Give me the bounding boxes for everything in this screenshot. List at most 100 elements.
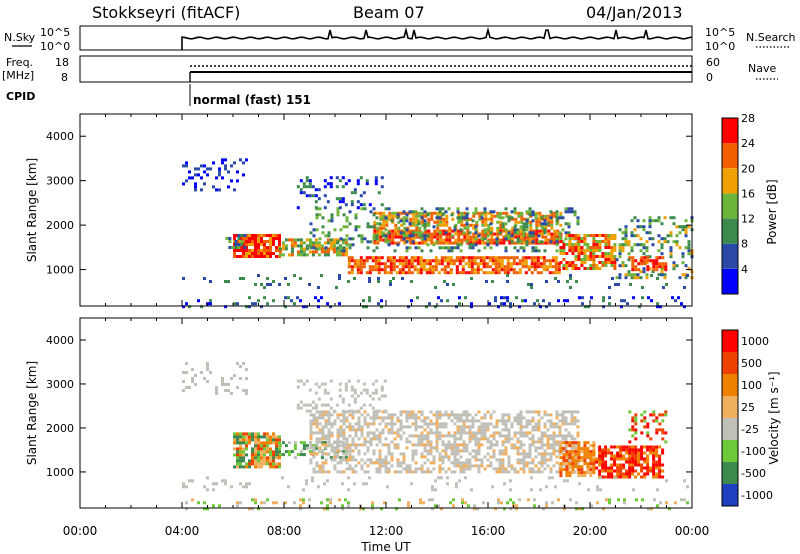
power-cell	[492, 210, 496, 214]
station-title: Stokkseyri (fitACF)	[92, 3, 240, 22]
power-cell	[669, 234, 673, 238]
velocity-cell	[426, 416, 430, 420]
power-cell	[248, 243, 251, 246]
power-cell	[520, 217, 524, 221]
power-cell	[531, 231, 535, 235]
velocity-cell	[580, 450, 584, 454]
power-cell	[389, 262, 393, 266]
velocity-cell	[534, 449, 538, 453]
power-cell	[461, 265, 465, 269]
velocity-cell	[308, 498, 311, 502]
power-cell	[531, 249, 535, 253]
power-cell	[440, 256, 444, 260]
velocity-cell	[601, 466, 605, 470]
velocity-cell	[321, 452, 325, 456]
velocity-cell	[284, 444, 288, 448]
velocity-cell	[628, 410, 632, 414]
velocity-cell	[405, 416, 409, 420]
power-cell	[524, 256, 528, 260]
velocity-cell	[417, 410, 421, 414]
velocity-cell	[628, 460, 632, 464]
power-cell	[372, 213, 376, 217]
velocity-cell	[351, 458, 355, 462]
velocity-cell	[628, 440, 632, 444]
power-cell	[439, 241, 443, 245]
power-cell	[637, 268, 641, 272]
power-cell	[427, 217, 431, 221]
velocity-cell	[533, 498, 536, 502]
power-cell	[687, 252, 691, 256]
velocity-cell	[441, 422, 445, 426]
power-cell	[675, 240, 679, 244]
velocity-cell	[348, 458, 352, 462]
velocity-cell	[417, 443, 421, 447]
velocity-cell	[407, 501, 410, 505]
power-cell	[257, 234, 260, 237]
velocity-cell	[598, 457, 602, 461]
power-cell	[469, 238, 473, 242]
power-cell	[646, 256, 650, 260]
power-cell	[357, 225, 361, 229]
velocity-cell	[338, 498, 341, 502]
velocity-cell	[561, 434, 565, 438]
velocity-cell	[191, 498, 194, 502]
velocity-cell	[634, 463, 638, 467]
velocity-cell	[411, 410, 415, 414]
nsearch-tick-bottom: 10^0	[705, 40, 735, 53]
velocity-cell	[552, 437, 556, 441]
velocity-cell	[565, 456, 569, 460]
power-cell	[320, 250, 324, 254]
power-cell	[410, 280, 413, 283]
velocity-cell	[462, 443, 466, 447]
velocity-cell	[275, 453, 278, 457]
power-cell	[417, 246, 421, 250]
power-cell	[497, 271, 501, 275]
velocity-cell	[353, 482, 356, 486]
velocity-cell	[336, 446, 340, 450]
velocity-cell	[438, 437, 442, 441]
velocity-cell	[351, 455, 355, 459]
velocity-cell	[182, 389, 185, 392]
velocity-cell	[381, 431, 385, 435]
power-cell	[405, 219, 409, 223]
velocity-cell	[423, 437, 427, 441]
velocity-cell	[477, 428, 481, 432]
velocity-cell	[589, 453, 593, 457]
power-cell	[384, 237, 388, 241]
power-cell	[481, 229, 485, 233]
power-cell	[521, 299, 524, 303]
power-cell	[467, 271, 471, 275]
velocity-cell	[456, 452, 460, 456]
velocity-cell	[417, 467, 421, 471]
velocity-cell	[507, 434, 511, 438]
velocity-cell	[637, 451, 641, 455]
power-cell	[475, 220, 479, 224]
power-cell	[236, 170, 239, 174]
power-cell	[595, 240, 599, 243]
velocity-cell	[327, 431, 331, 435]
power-cell	[519, 240, 523, 244]
power-cell	[500, 302, 503, 306]
velocity-cell	[329, 379, 333, 383]
power-cell	[481, 220, 485, 224]
power-cell	[407, 259, 411, 263]
velocity-cell	[329, 406, 333, 410]
power-cell	[443, 256, 447, 260]
velocity-cell	[465, 446, 469, 450]
power-cell	[604, 252, 608, 255]
velocity-cell	[631, 466, 635, 470]
power-cell	[633, 234, 637, 238]
velocity-cell	[248, 507, 251, 511]
power-cell	[623, 299, 626, 303]
power-cell	[354, 216, 358, 220]
power-cell	[266, 234, 269, 237]
velocity-cell	[489, 443, 493, 447]
power-cell	[577, 246, 581, 249]
power-cell	[471, 246, 475, 250]
power-cell	[330, 219, 334, 223]
power-cell	[513, 231, 517, 235]
velocity-cell	[623, 501, 626, 505]
power-cell	[450, 213, 454, 217]
velocity-cell	[480, 458, 484, 462]
power-cell	[559, 223, 563, 227]
